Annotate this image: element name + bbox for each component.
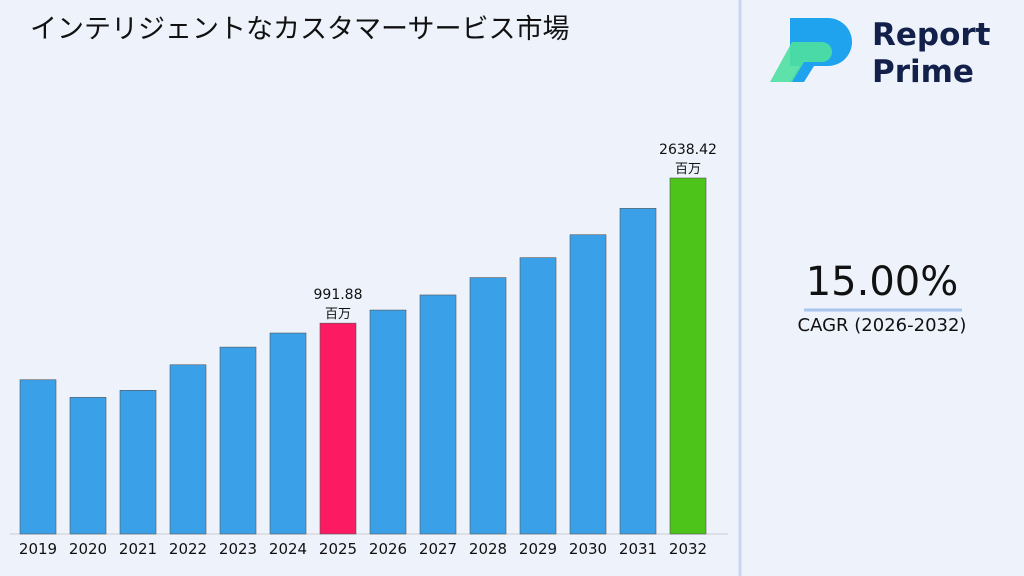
cagr-value: 15.00% — [806, 259, 959, 305]
brand-line: Report — [872, 17, 991, 53]
brand-line: Prime — [872, 54, 974, 90]
x-tick-label: 2030 — [569, 540, 607, 558]
bar — [469, 277, 507, 535]
x-tick-label: 2020 — [69, 540, 107, 558]
value-label: 2638.42 — [659, 142, 717, 158]
x-tick-label: 2025 — [319, 540, 357, 558]
x-tick-label: 2026 — [369, 540, 407, 558]
x-tick-label: 2022 — [169, 540, 207, 558]
bar — [369, 309, 407, 535]
x-tick-label: 2029 — [519, 540, 557, 558]
value-unit: 百万 — [675, 162, 701, 177]
chart-title: インテリジェントなカスタマーサービス市場 — [30, 14, 570, 45]
x-tick-label: 2032 — [669, 540, 707, 558]
bar — [69, 397, 107, 535]
x-tick-label: 2028 — [469, 540, 507, 558]
x-tick-label: 2024 — [269, 540, 307, 558]
bar — [219, 346, 257, 535]
bar — [519, 257, 557, 535]
bar — [319, 322, 357, 535]
x-tick-label: 2023 — [219, 540, 257, 558]
bar — [569, 234, 607, 535]
x-tick-label: 2027 — [419, 540, 457, 558]
bar — [269, 332, 307, 535]
cagr-label: CAGR (2026-2032) — [798, 315, 967, 336]
bar — [419, 294, 457, 535]
x-tick-label: 2019 — [19, 540, 57, 558]
value-label: 991.88 — [314, 287, 363, 303]
x-tick-label: 2031 — [619, 540, 657, 558]
bar — [169, 364, 207, 535]
bar — [669, 177, 707, 535]
bar — [619, 208, 657, 535]
logo: Report Prime — [770, 17, 991, 90]
value-unit: 百万 — [325, 307, 351, 322]
x-tick-label: 2021 — [119, 540, 157, 558]
bar — [119, 390, 157, 535]
bar — [19, 379, 57, 535]
